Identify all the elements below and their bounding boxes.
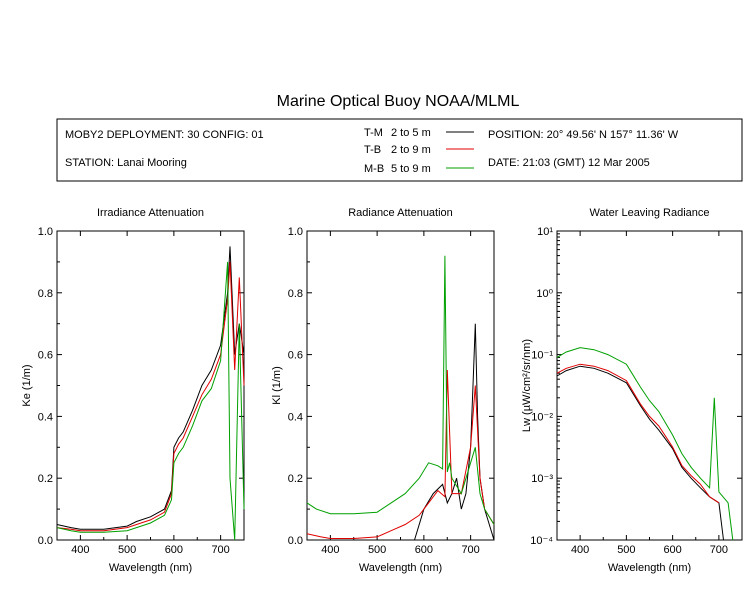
position-label: POSITION: 20° 49.56' N 157° 11.36' W (488, 129, 679, 141)
y-tick-label: 0.4 (288, 411, 303, 423)
y-tick-label: 10⁻² (531, 411, 553, 423)
plot-panel-1: Radiance Attenuation 400 500 600 700 0.0 0.2 0.… (271, 207, 495, 574)
y-tick-label: 0.6 (288, 350, 303, 362)
plot-frame (556, 230, 743, 541)
plot-frame (56, 230, 245, 541)
series-line-m-b (306, 255, 495, 525)
y-tick-label: 10¹ (537, 226, 553, 238)
x-tick-label: 700 (710, 544, 728, 556)
x-tick-label: 600 (165, 544, 183, 556)
series-line-t-m (556, 365, 724, 541)
x-tick-label: 600 (415, 544, 433, 556)
legend-range: 2 to 5 m (391, 127, 431, 139)
legend-entry-1: T-B 2 to 9 m (364, 144, 474, 156)
plots-area: Irradiance Attenuation 400 500 600 700 0.0 0.2… (21, 207, 743, 574)
y-tick-label: 10⁻⁴ (530, 535, 553, 547)
plot-panel-0: Irradiance Attenuation 400 500 600 700 0.0 0.2… (21, 207, 245, 574)
x-tick-label: 500 (368, 544, 386, 556)
x-tick-label: 700 (211, 544, 229, 556)
y-tick-label: 0.6 (38, 350, 53, 362)
series-line-m-b (56, 261, 245, 541)
x-tick-label: 400 (571, 544, 589, 556)
x-tick-label: 500 (118, 544, 136, 556)
y-tick-label: 1.0 (38, 226, 53, 238)
x-tick-label: 500 (617, 544, 635, 556)
date-label: DATE: 21:03 (GMT) 12 Mar 2005 (488, 157, 650, 169)
chart-title: Marine Optical Buoy NOAA/MLML (277, 93, 520, 110)
plot-title: Irradiance Attenuation (97, 207, 204, 219)
legend-entry-2: M-B 5 to 9 m (364, 163, 474, 175)
plot-title: Water Leaving Radiance (589, 207, 709, 219)
legend-range: 2 to 9 m (391, 144, 431, 156)
series-line-t-b (56, 261, 245, 532)
y-tick-label: 1.0 (288, 226, 303, 238)
y-tick-label: 10⁻³ (531, 473, 553, 485)
y-tick-label: 0.2 (38, 473, 53, 485)
plot-panel-2: Water Leaving Radiance 400 500 600 700 10¹ 10⁰… (521, 207, 743, 574)
legend-code: T-M (364, 127, 383, 139)
series-line-m-b (556, 347, 734, 541)
y-tick-label: 0.0 (288, 535, 303, 547)
station-label: STATION: Lanai Mooring (65, 157, 187, 169)
y-tick-label: 0.4 (38, 411, 53, 423)
deployment-label: MOBY2 DEPLOYMENT: 30 CONFIG: 01 (65, 129, 264, 141)
legend-code: M-B (364, 163, 384, 175)
info-box: MOBY2 DEPLOYMENT: 30 CONFIG: 01 STATION:… (56, 118, 743, 182)
x-tick-label: 600 (663, 544, 681, 556)
y-tick-label: 0.0 (38, 535, 53, 547)
x-axis-label: Wavelength (nm) (608, 562, 691, 574)
x-tick-label: 700 (461, 544, 479, 556)
x-tick-label: 400 (71, 544, 89, 556)
y-axis-label: Ke (1/m) (21, 364, 33, 406)
y-tick-label: 0.8 (288, 288, 303, 300)
y-tick-label: 0.8 (38, 288, 53, 300)
y-tick-label: 10⁻¹ (531, 350, 553, 362)
legend-code: T-B (364, 144, 381, 156)
x-tick-label: 400 (321, 544, 339, 556)
y-tick-label: 0.2 (288, 473, 303, 485)
series-line-t-m (56, 246, 245, 530)
y-axis-label: Lw (µW/cm²/sr/nm) (521, 339, 533, 432)
series-line-t-b (556, 363, 720, 504)
y-tick-label: 10⁰ (536, 288, 553, 300)
series-line-t-b (306, 369, 495, 539)
legend-entry-0: T-M 2 to 5 m (364, 127, 474, 139)
plot-title: Radiance Attenuation (348, 207, 453, 219)
x-axis-label: Wavelength (nm) (359, 562, 442, 574)
series-line-t-m (414, 323, 495, 541)
y-axis-label: Kl (1/m) (271, 366, 283, 405)
x-axis-label: Wavelength (nm) (109, 562, 192, 574)
legend-range: 5 to 9 m (391, 163, 431, 175)
